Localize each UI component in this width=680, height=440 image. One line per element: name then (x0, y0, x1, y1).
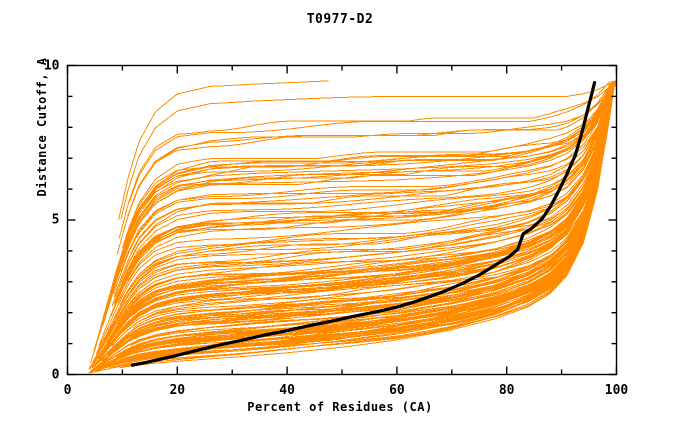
x-tick-label: 60 (389, 382, 405, 398)
x-tick-label: 80 (498, 382, 515, 398)
x-tick-label: 0 (63, 382, 72, 398)
x-tick-label: 100 (604, 382, 629, 398)
page-title: T0977-D2 (306, 12, 374, 27)
reference-curve (130, 80, 597, 367)
x-axis-label: Percent of Residues (CA) (247, 400, 433, 414)
y-tick-label: 10 (43, 58, 60, 73)
y-tick-label: 0 (51, 367, 60, 382)
x-tick-label: 40 (279, 382, 295, 398)
x-tick-label: 20 (169, 382, 186, 398)
axes-layer (66, 64, 618, 376)
y-tick-label: 5 (51, 212, 60, 228)
prediction-curves-layer (88, 80, 617, 374)
